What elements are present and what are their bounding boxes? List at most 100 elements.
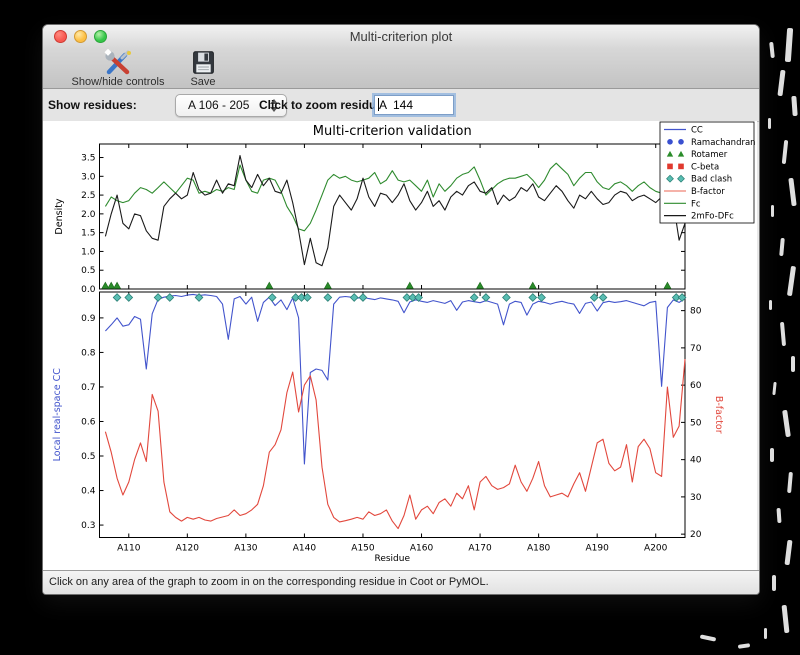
tick-label: A140 <box>293 544 317 554</box>
screenshot-artifact <box>782 409 791 438</box>
2mfo-dfc-line <box>104 155 686 267</box>
rotamer-marker <box>265 281 274 289</box>
tick-label: 0.3 <box>81 521 95 531</box>
bad-clash-marker <box>677 293 687 302</box>
screenshot-artifact <box>769 300 772 310</box>
screenshot-artifact <box>791 356 795 372</box>
tick-label: 0.5 <box>81 266 95 276</box>
legend-sample-Bad clash <box>677 174 685 183</box>
bad-clash-marker <box>414 293 423 302</box>
save-label: Save <box>190 76 216 88</box>
zoom-button[interactable] <box>94 30 107 43</box>
legend-label-Ramachandran: Ramachandran <box>691 138 756 148</box>
bad-clash-marker <box>358 293 368 302</box>
residue-range-select[interactable]: A 106 - 205 <box>175 94 287 117</box>
legend-label-CC: CC <box>691 126 703 136</box>
legend-sample-Ramachandran <box>667 139 673 145</box>
screenshot-artifact <box>699 634 717 642</box>
bad-clash-marker <box>408 293 418 302</box>
screenshot-artifact <box>781 139 789 165</box>
screenshot-artifact <box>786 265 797 297</box>
bad-clash-marker <box>481 293 491 302</box>
screenshot-artifact <box>776 507 782 524</box>
tick-label: A200 <box>644 544 668 554</box>
tick-label: 0.0 <box>81 285 96 295</box>
tick-label: 0.8 <box>81 348 96 358</box>
bad-clash-marker <box>349 293 359 302</box>
screenshot-artifact <box>788 177 797 207</box>
rotamer-marker <box>101 281 110 289</box>
tick-label: A150 <box>351 544 375 554</box>
save-icon <box>192 51 214 74</box>
legend-label-2mFo-DFc: 2mFo-DFc <box>691 212 734 222</box>
tick-label: 70 <box>690 344 702 354</box>
legend-sample-C-beta <box>667 163 673 170</box>
bad-clash-marker <box>112 293 122 302</box>
screenshot-artifact <box>769 41 775 59</box>
screenshot-artifact <box>784 539 793 566</box>
bad-clash-marker <box>124 293 134 302</box>
close-button[interactable] <box>54 30 67 43</box>
screenshot-artifact <box>777 69 786 97</box>
bad-clash-marker <box>537 293 546 302</box>
tick-label: A190 <box>586 544 610 554</box>
screenshot-artifact <box>772 575 776 591</box>
residue-range-value: A 106 - 205 <box>188 98 250 112</box>
tick-label: 20 <box>690 530 702 540</box>
screenshot-artifact <box>737 643 751 649</box>
rotamer-marker <box>476 281 485 289</box>
bad-clash-marker <box>589 293 599 302</box>
tick-label: 0.4 <box>81 487 96 497</box>
screenshot-artifact <box>768 118 771 129</box>
tick-label: 0.6 <box>81 417 96 427</box>
top-y-axis-label: Density <box>54 198 65 234</box>
legend-label-Fc: Fc <box>691 199 701 209</box>
zoom-residue-label: Click to zoom residue: <box>259 98 388 112</box>
cc-y-axis-label: Local real-space CC <box>52 368 63 462</box>
screenshot-artifact <box>779 321 787 347</box>
titlebar[interactable]: Multi-criterion plot <box>43 25 759 48</box>
legend-label-C-beta: C-beta <box>691 162 719 172</box>
top-panel-axes <box>99 143 686 290</box>
cc-line <box>104 293 686 465</box>
rotamer-marker <box>323 281 332 289</box>
save-button[interactable]: Save <box>183 49 223 88</box>
tick-label: 3.0 <box>81 172 96 182</box>
bad-clash-marker <box>153 293 163 302</box>
tick-label: 1.5 <box>81 229 95 239</box>
legend-sample-C-beta <box>678 163 684 170</box>
text-caret <box>378 98 379 111</box>
tick-label: 1.0 <box>81 247 96 257</box>
bad-clash-marker <box>267 293 277 302</box>
tick-label: 0.9 <box>81 314 96 324</box>
multi-criterion-plot[interactable]: A110 A120 A130 A140 A150 A160 A170 A180 A190 A200… <box>43 121 757 571</box>
minimize-button[interactable] <box>74 30 87 43</box>
stepper-arrows-icon <box>270 98 279 113</box>
b-factor-line <box>104 359 686 530</box>
zoom-residue-input[interactable]: A 144 <box>374 95 454 115</box>
bad-clash-marker <box>194 293 204 302</box>
plot-figure: A110 A120 A130 A140 A150 A160 A170 A180 A190 A200… <box>43 121 757 571</box>
rotamer-marker <box>113 281 122 289</box>
screenshot-artifact <box>791 95 798 117</box>
bad-clash-marker <box>323 293 333 302</box>
screenshot-artifact <box>771 205 774 217</box>
tick-label: 3.5 <box>81 154 95 164</box>
bad-clash-marker <box>402 293 412 302</box>
bad-clash-marker <box>165 293 175 302</box>
screenshot-artifact <box>779 237 785 257</box>
traffic-lights <box>54 30 107 43</box>
show-hide-controls-button[interactable]: Show/hide controls <box>53 49 183 88</box>
tick-label: A120 <box>176 544 200 554</box>
screenshot-artifact <box>781 604 790 634</box>
screenshot-artifact <box>784 27 794 63</box>
tick-label: 40 <box>690 456 702 466</box>
legend-label-B-factor: B-factor <box>691 187 725 197</box>
legend-sample-Rotamer <box>666 150 674 157</box>
legend-box <box>659 121 755 224</box>
screenshot-artifact <box>764 628 767 639</box>
legend-sample-Ramachandran <box>678 139 684 145</box>
screenshot-artifact <box>772 381 777 396</box>
x-axis-label: Residue <box>374 554 410 564</box>
tick-label: 0.5 <box>81 452 95 462</box>
